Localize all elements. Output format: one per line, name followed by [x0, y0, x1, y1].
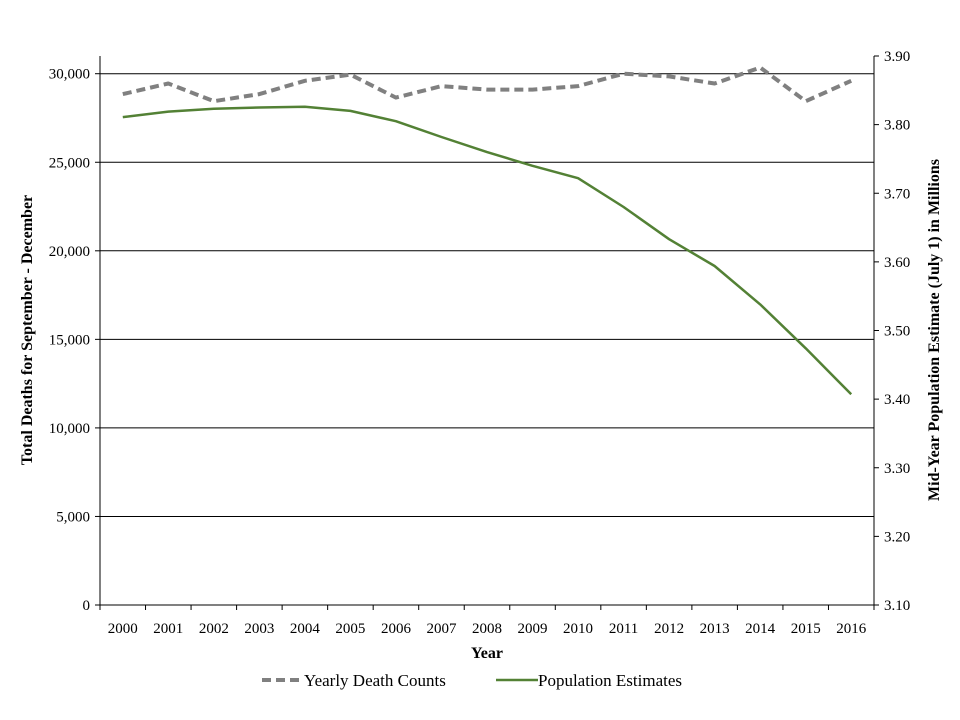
- legend-label-death-counts: Yearly Death Counts: [304, 671, 446, 690]
- x-tick-label-2013: 2013: [700, 621, 730, 637]
- left-tick-label: 10,000: [49, 421, 90, 437]
- y-axis-title: Total Deaths for September - December: [19, 195, 36, 465]
- right-tick-label: 3.50: [884, 324, 910, 340]
- series-layer: [122, 65, 853, 396]
- x-tick-label-2009: 2009: [518, 621, 548, 637]
- x-tick-label-2006: 2006: [381, 621, 412, 637]
- y2-axis-title: Mid-Year Population Estimate (July 1) in…: [926, 159, 943, 501]
- series-line-population-estimates: [122, 105, 853, 396]
- x-axis-title: Year: [471, 645, 503, 662]
- x-tick-label-2002: 2002: [199, 621, 229, 637]
- x-tick-label-2010: 2010: [563, 621, 593, 637]
- x-axis-ticks: 2000 2001 2002 2003 2004 2005 2006 2007 2008 2009…: [99, 605, 875, 637]
- gridlines: [100, 73, 874, 517]
- right-tick-label: 3.20: [884, 529, 910, 545]
- x-tick-label-2011: 2011: [609, 621, 638, 637]
- left-tick-label: 25,000: [49, 155, 90, 171]
- right-axis-ticks: 3.10 3.20 3.30 3.40 3.50 3.60 3.70 3.80 3.90: [874, 49, 910, 614]
- series-line-yearly-death-counts: [122, 65, 853, 104]
- right-tick-label: 3.10: [884, 598, 910, 614]
- x-tick-label-2016: 2016: [836, 621, 867, 637]
- legend: Yearly Death Counts Population Estimates: [262, 671, 682, 690]
- right-tick-label: 3.60: [884, 255, 910, 271]
- x-tick-label-2012: 2012: [654, 621, 684, 637]
- x-tick-label-2005: 2005: [335, 621, 365, 637]
- legend-label-population: Population Estimates: [538, 671, 682, 690]
- left-axis-ticks: 0 5,000 10,000 15,000 20,000 25,000 30,000: [49, 67, 100, 614]
- x-tick-label-2001: 2001: [153, 621, 183, 637]
- x-tick-label-2004: 2004: [290, 621, 321, 637]
- x-tick-label-2008: 2008: [472, 621, 502, 637]
- x-tick-label-2007: 2007: [426, 621, 457, 637]
- left-tick-label: 20,000: [49, 244, 90, 260]
- x-tick-label-2015: 2015: [791, 621, 821, 637]
- right-tick-label: 3.40: [884, 392, 910, 408]
- right-tick-label: 3.90: [884, 49, 910, 65]
- x-tick-label-2003: 2003: [244, 621, 274, 637]
- right-tick-label: 3.80: [884, 118, 910, 134]
- right-tick-label: 3.70: [884, 186, 910, 202]
- left-tick-label: 15,000: [49, 332, 90, 348]
- x-tick-label-2014: 2014: [745, 621, 776, 637]
- left-tick-label: 30,000: [49, 67, 90, 83]
- right-tick-label: 3.30: [884, 461, 910, 477]
- left-tick-label: 5,000: [56, 509, 90, 525]
- left-tick-label: 0: [83, 598, 91, 614]
- plot-frame: [99, 56, 875, 606]
- x-tick-label-2000: 2000: [108, 621, 138, 637]
